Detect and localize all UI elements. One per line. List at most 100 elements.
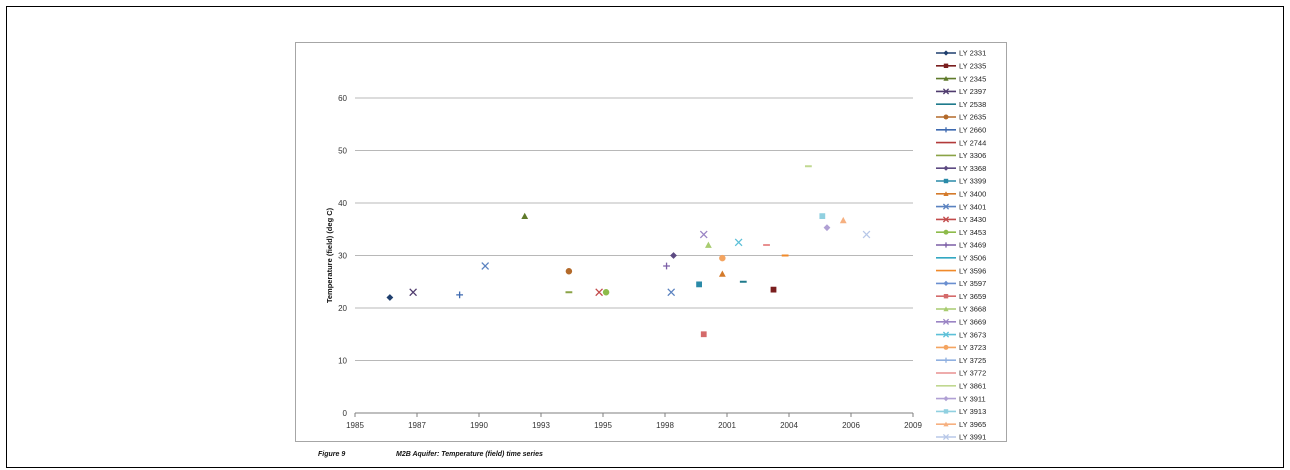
legend-label: LY 3430: [959, 215, 986, 224]
legend-marker: [943, 306, 949, 312]
legend-entry: LY 2335: [936, 62, 986, 71]
data-point-ly-3913: [819, 213, 826, 220]
legend-marker: [943, 357, 949, 363]
legend-label: LY 3991: [959, 433, 986, 441]
y-tick-label: 50: [338, 147, 347, 156]
data-point-ly-3659: [700, 331, 707, 338]
data-point-ly-3723: [719, 254, 726, 262]
legend-marker: [943, 229, 949, 235]
x-tick-label: 2004: [780, 421, 798, 430]
legend-label: LY 2538: [959, 100, 986, 109]
data-point-ly-3469: [663, 262, 670, 270]
legend-marker: [943, 421, 949, 427]
legend-marker: [943, 396, 949, 402]
legend-entry: LY 3673: [936, 330, 986, 339]
legend-label: LY 2331: [959, 49, 986, 58]
legend-marker: [943, 293, 949, 299]
figure-frame: [6, 6, 1284, 468]
legend-marker: [943, 178, 949, 184]
legend-marker: [943, 191, 949, 197]
figure-title: M2B Aquifer: Temperature (field) time se…: [396, 451, 543, 458]
legend-marker: [943, 50, 949, 56]
legend-entry: LY 3400: [936, 190, 986, 199]
legend-label: LY 3668: [959, 305, 986, 314]
axes: 0 10 20 30 40 50 60 1985 1987 1990 1993 1995 1998 200…: [338, 94, 922, 430]
legend-marker: [943, 127, 949, 133]
legend-entry: LY 2660: [936, 126, 986, 135]
legend-label: LY 2744: [959, 138, 986, 147]
data-point-ly-3368: [670, 252, 677, 259]
legend-label: LY 3659: [959, 292, 986, 301]
legend-entry: LY 3668: [936, 305, 986, 314]
legend-label: LY 3725: [959, 356, 986, 365]
legend-entry: LY 2538: [936, 100, 986, 109]
data-point-ly-2660: [456, 291, 464, 299]
data-point-ly-3668: [705, 241, 712, 248]
data-points: [386, 165, 871, 338]
legend-label: LY 3399: [959, 177, 986, 186]
legend-entry: LY 2331: [936, 49, 986, 58]
legend-label: LY 3965: [959, 420, 986, 429]
figure-caption: Figure 9 M2B Aquifer: Temperature (field)…: [318, 451, 543, 458]
legend-marker: [943, 280, 949, 286]
legend-entry: LY 3659: [936, 292, 986, 301]
x-tick-label: 1990: [470, 421, 488, 430]
legend-label: LY 3911: [959, 394, 986, 403]
y-tick-label: 30: [338, 252, 347, 261]
legend-entry: LY 3725: [936, 356, 986, 365]
x-tick-label: 1985: [346, 421, 364, 430]
legend-entry: LY 2345: [936, 74, 986, 83]
data-point-ly-3673: [734, 238, 743, 247]
x-tick-label: 1993: [532, 421, 550, 430]
y-axis-label: Temperature (field) (deg C): [325, 207, 334, 303]
legend-label: LY 3506: [959, 254, 986, 263]
y-tick-label: 40: [338, 199, 347, 208]
legend-entry: LY 3669: [936, 318, 986, 327]
legend-entry: LY 3911: [936, 394, 986, 403]
data-point-ly-2335: [770, 286, 777, 293]
data-point-ly-3400: [718, 270, 726, 277]
data-point-ly-3453: [602, 289, 610, 296]
legend-entry: LY 3991: [936, 433, 986, 441]
x-tick-label: 2001: [718, 421, 736, 430]
legend-entry: LY 2397: [936, 87, 986, 96]
legend-entry: LY 3723: [936, 343, 986, 352]
legend-label: LY 2397: [959, 87, 986, 96]
x-tick-label: 1998: [656, 421, 674, 430]
y-tick-label: 60: [338, 94, 347, 103]
legend-marker: [942, 203, 950, 210]
data-point-ly-2345: [521, 212, 529, 220]
legend-entry: LY 2744: [936, 138, 986, 147]
legend-entry: LY 3772: [936, 369, 986, 378]
legend-entry: LY 3453: [936, 228, 986, 237]
legend-marker: [942, 216, 950, 223]
legend-entry: LY 3965: [936, 420, 986, 429]
legend-label: LY 3913: [959, 407, 986, 416]
legend-marker: [943, 242, 949, 248]
legend-marker: [943, 409, 949, 414]
legend-label: LY 3401: [959, 202, 986, 211]
data-point-ly-2397: [409, 288, 417, 297]
legend-marker: [943, 63, 949, 69]
gridlines: [355, 97, 913, 414]
legend-label: LY 3597: [959, 279, 986, 288]
data-point-ly-3965: [839, 216, 847, 224]
legend-label: LY 3673: [959, 330, 986, 339]
legend-label: LY 2660: [959, 126, 986, 135]
chart-container: 0 10 20 30 40 50 60 1985 1987 1990 1993 1995 1998 200…: [295, 42, 1007, 442]
legend-marker: [943, 76, 949, 81]
x-tick-label: 1995: [594, 421, 612, 430]
legend-label: LY 3306: [959, 151, 986, 160]
legend-marker: [942, 318, 950, 325]
y-tick-label: 20: [338, 304, 347, 313]
data-point-ly-3430: [595, 288, 603, 297]
legend-label: LY 3453: [959, 228, 986, 237]
x-tick-label: 2009: [904, 421, 922, 430]
data-point-ly-3401: [481, 262, 490, 270]
legend-marker: [943, 344, 949, 350]
legend-entry: LY 3913: [936, 407, 986, 416]
scatter-chart: 0 10 20 30 40 50 60 1985 1987 1990 1993 1995 1998 200…: [325, 49, 986, 441]
data-point-ly-3399: [696, 281, 702, 288]
y-tick-label: 0: [343, 409, 348, 418]
legend-label: LY 3368: [959, 164, 986, 173]
